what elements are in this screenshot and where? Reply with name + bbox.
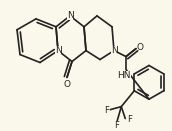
Text: N: N: [67, 11, 73, 20]
Text: F: F: [127, 115, 132, 124]
Text: F: F: [104, 106, 109, 115]
Text: N: N: [111, 46, 117, 55]
Text: N: N: [55, 46, 61, 55]
Text: HN: HN: [117, 71, 131, 80]
Text: O: O: [63, 80, 71, 89]
Text: F: F: [114, 121, 119, 130]
Text: O: O: [137, 43, 143, 52]
